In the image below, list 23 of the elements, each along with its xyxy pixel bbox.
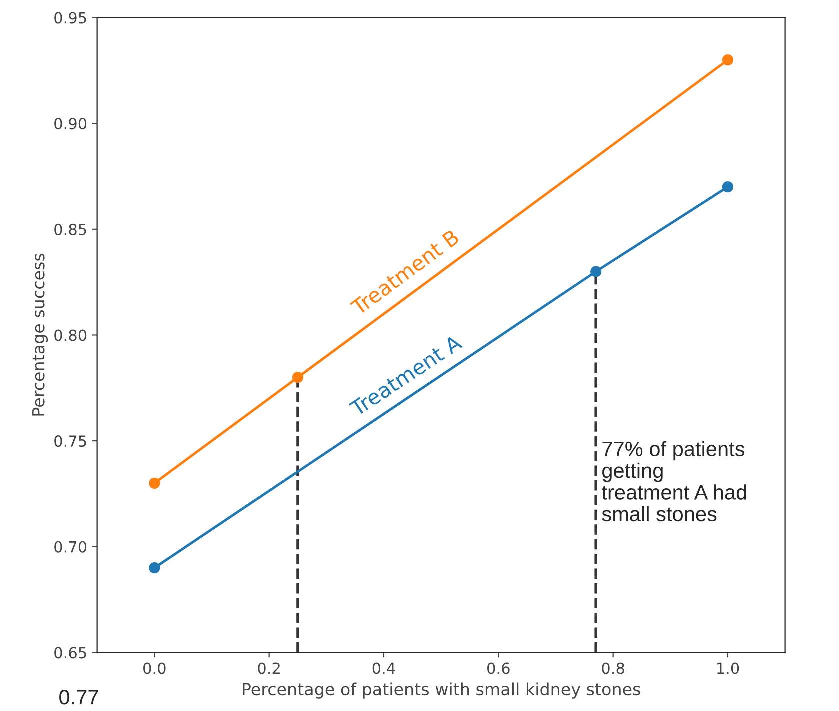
y-axis-title: Percentage success — [32, 254, 48, 416]
y-tick-label: 0.95 — [54, 12, 86, 24]
y-tick-label: 0.90 — [54, 118, 87, 130]
point — [149, 562, 160, 574]
point — [590, 266, 602, 278]
y-tick-label: 0.65 — [54, 647, 86, 659]
x-tick-label: 1.0 — [718, 662, 740, 674]
point — [722, 54, 734, 66]
text: 0.77 — [60, 690, 98, 705]
x-tick-label: 0.0 — [144, 662, 166, 674]
x-axis-title: Percentage of patients with small kidney stones — [243, 682, 640, 699]
annotation: 77% of patients getting treatment A had small stones — [602, 441, 746, 522]
point — [722, 182, 734, 193]
x-tick-label: 0.6 — [488, 662, 510, 674]
x-tick-label: 0.8 — [602, 662, 624, 674]
point — [292, 372, 304, 384]
y-tick-label: 0.80 — [54, 330, 87, 342]
x-tick-label: 0.4 — [372, 662, 396, 674]
y-tick-label: 0.85 — [54, 224, 86, 236]
y-tick-label: 0.75 — [54, 436, 86, 448]
y-tick-label: 0.70 — [54, 541, 87, 553]
x-tick-label: 0.2 — [258, 662, 280, 674]
point — [149, 478, 160, 489]
